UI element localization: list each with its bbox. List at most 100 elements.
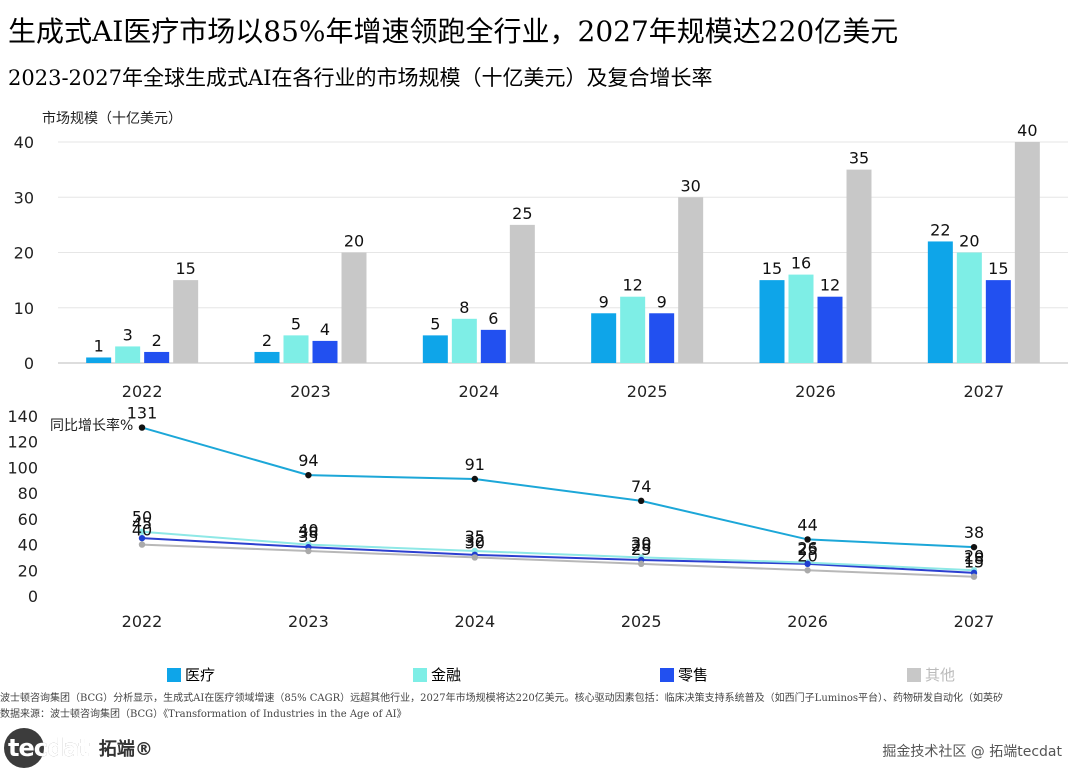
bar-y-tick-label: 10 [14, 299, 34, 318]
line-x-tick-label: 2025 [621, 612, 662, 631]
bar-金融 [620, 296, 646, 363]
bar-零售 [480, 329, 506, 363]
line-value-label: 30 [631, 533, 651, 552]
line-y-tick-label: 60 [18, 510, 38, 529]
legend-item-retail[interactable]: 零售 [660, 664, 708, 685]
line-value-label: 30 [465, 533, 485, 552]
bar-value-label: 22 [930, 220, 950, 239]
line-value-label: 50 [132, 508, 152, 527]
bar-零售 [144, 351, 170, 363]
line-value-label: 18 [964, 549, 984, 568]
legend-item-healthcare[interactable]: 医疗 [167, 664, 215, 685]
bar-value-label: 20 [959, 232, 979, 251]
bar-value-label: 6 [488, 309, 498, 328]
bar-value-label: 15 [175, 259, 195, 278]
line-series-金融 [141, 530, 975, 572]
legend-swatch-healthcare [167, 667, 181, 682]
bar-value-label: 35 [849, 149, 869, 168]
bar-金融 [451, 318, 477, 363]
legend-item-other[interactable]: 其他 [907, 664, 955, 685]
bar-value-label: 9 [657, 292, 667, 311]
bar-value-label: 1 [94, 336, 104, 355]
bar-value-label: 15 [762, 259, 782, 278]
line-point-医疗 [804, 536, 811, 543]
bar-金融 [956, 252, 982, 363]
line-value-label: 40 [132, 521, 152, 540]
logo-mark: tecdat [8, 734, 90, 762]
line-value-label: 131 [127, 404, 158, 423]
line-series-医疗 [141, 426, 975, 549]
data-source: 数据来源：波士顿咨询集团（BCG）《Transformation of Indu… [0, 709, 407, 720]
bar-零售 [985, 280, 1011, 363]
line-y-tick-label: 120 [7, 433, 38, 452]
line-value-label: 44 [797, 515, 817, 534]
logo-cn-text: 拓端® [98, 739, 153, 760]
line-y-axis-label: 同比增长率% [50, 417, 133, 434]
bar-value-label: 5 [430, 314, 440, 333]
bar-value-label: 2 [152, 331, 162, 350]
line-value-label: 38 [964, 523, 984, 542]
bar-value-label: 3 [123, 325, 133, 344]
bar-其他 [173, 280, 199, 363]
line-y-tick-label: 40 [18, 536, 38, 555]
line-point-其他 [638, 560, 645, 568]
line-y-tick-label: 100 [7, 458, 38, 477]
line-y-tick-label: 140 [7, 407, 38, 426]
line-value-label: 45 [132, 514, 152, 533]
legend-swatch-retail [660, 667, 674, 682]
bar-value-label: 5 [291, 314, 301, 333]
line-value-label: 15 [964, 553, 984, 572]
legend-item-finance[interactable]: 金融 [413, 664, 461, 685]
line-y-tick-label: 20 [18, 561, 38, 580]
chart-subtitle: 2023-2027年全球生成式AI在各行业的市场规模（十亿美元）及复合增长率 [8, 66, 713, 90]
bar-其他 [341, 252, 367, 363]
line-y-tick-label: 80 [18, 484, 38, 503]
bar-y-tick-label: 0 [24, 354, 34, 373]
line-value-label: 38 [298, 523, 318, 542]
line-value-label: 74 [631, 477, 651, 496]
line-series-其他 [141, 543, 975, 578]
bar-其他 [1014, 142, 1040, 363]
line-value-label: 25 [631, 540, 651, 559]
line-x-tick-label: 2024 [454, 612, 495, 631]
chart-title: 生成式AI医疗市场以85%年增速领跑全行业，2027年规模达220亿美元 [8, 15, 899, 48]
line-value-label: 28 [631, 536, 651, 555]
bar-value-label: 4 [320, 320, 330, 339]
line-value-label: 35 [465, 527, 485, 546]
bar-value-label: 9 [599, 292, 609, 311]
line-value-label: 26 [797, 539, 817, 558]
bar-医疗 [927, 241, 953, 363]
brand-logo: tecdat 拓端® [4, 728, 153, 768]
line-point-医疗 [138, 424, 146, 431]
legend-label-other: 其他 [925, 666, 956, 684]
legend-label-healthcare: 医疗 [185, 666, 216, 684]
bar-value-label: 30 [680, 176, 700, 195]
bar-value-label: 25 [512, 204, 532, 223]
bar-value-label: 12 [622, 276, 642, 295]
line-point-其他 [970, 573, 978, 580]
line-value-label: 35 [298, 527, 318, 546]
line-series-零售 [141, 537, 975, 574]
line-point-医疗 [638, 497, 645, 505]
bar-x-tick-label: 2026 [795, 382, 836, 401]
bar-医疗 [591, 313, 617, 363]
legend-label-retail: 零售 [678, 666, 709, 684]
bar-x-tick-label: 2023 [290, 382, 331, 401]
bar-value-label: 8 [459, 298, 469, 317]
bar-value-label: 2 [262, 331, 272, 350]
line-point-其他 [305, 547, 312, 555]
watermark: 掘金技术社区 @ 拓端tecdat [882, 744, 1062, 760]
legend-swatch-other [907, 667, 921, 682]
line-point-其他 [471, 554, 478, 561]
bar-金融 [115, 346, 141, 363]
bar-value-label: 20 [344, 232, 364, 251]
line-point-医疗 [305, 471, 312, 479]
line-value-label: 20 [964, 546, 984, 565]
line-value-label: 25 [797, 540, 817, 559]
line-point-零售 [138, 534, 146, 542]
line-x-tick-label: 2023 [288, 612, 329, 631]
bar-x-tick-label: 2025 [627, 382, 668, 401]
bar-医疗 [422, 335, 448, 363]
line-x-tick-label: 2027 [954, 612, 995, 631]
